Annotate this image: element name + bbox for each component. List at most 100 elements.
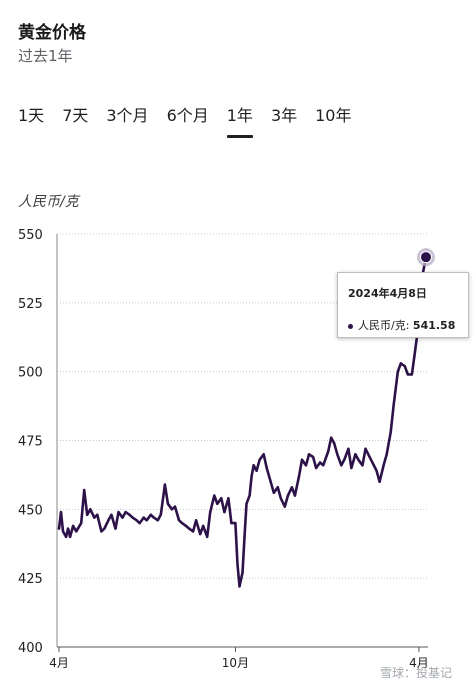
data-point [340,464,343,467]
data-point [357,458,360,461]
y-axis-unit-label: 人民币/克 [18,194,79,210]
data-point [223,510,226,514]
y-tick-label: 450 [18,503,43,518]
data-point [86,513,89,516]
x-tick-label: 4月 [409,656,429,670]
data-point [114,527,117,530]
data-point [269,480,272,483]
data-point [227,497,230,500]
data-point [378,480,381,483]
data-point [293,494,297,497]
data-point [330,436,333,439]
data-point [187,527,191,530]
data-point [389,431,392,434]
data-point [180,521,184,525]
tab-6m[interactable]: 6个月 [166,106,209,125]
highlight-point [419,251,432,264]
data-point [145,519,148,522]
time-range-tabs: 1天 7天 3个月 6个月 1年 3年 10年 [18,102,352,138]
data-point [135,519,138,522]
data-point [138,521,141,525]
tab-1y[interactable]: 1年 [226,102,254,138]
data-point [96,513,99,516]
data-point [156,519,159,522]
data-point [262,453,265,456]
data-point [163,483,167,486]
data-point [410,373,414,376]
data-point [83,488,86,492]
tab-7d[interactable]: 7天 [62,106,89,125]
data-point [255,469,258,472]
data-point [191,530,195,533]
data-point [265,466,268,470]
data-point [413,351,417,354]
tab-10y[interactable]: 10年 [315,106,352,125]
data-point [93,516,96,519]
data-point [103,527,106,530]
tooltip-value: 541.58 [412,319,456,332]
data-point [89,508,92,511]
y-tick-label: 525 [18,297,43,312]
data-point [124,510,127,514]
data-point [170,508,174,511]
data-point [121,516,124,519]
data-point [68,535,72,539]
tab-3m[interactable]: 3个月 [106,106,149,125]
data-point [110,513,113,516]
tooltip-value-row: 人民币/克: 541.58 [348,317,455,333]
data-point [202,524,205,528]
data-point [392,403,395,406]
data-point [66,527,70,530]
data-point [322,464,325,467]
data-point [314,466,318,470]
data-point [333,442,336,445]
data-point [166,502,170,505]
data-point [272,491,275,494]
data-point [403,365,406,368]
data-point [184,524,188,528]
data-point [385,453,388,456]
data-point [290,486,294,489]
data-point [307,453,311,456]
data-point [243,535,246,539]
data-point [159,513,162,516]
tab-1d[interactable]: 1天 [18,106,45,125]
data-point [304,464,308,467]
data-point [149,513,152,516]
data-point [350,466,353,470]
data-point [382,464,385,467]
data-point [64,535,68,539]
data-point [250,475,253,478]
data-point [80,521,83,525]
data-point [311,455,315,459]
data-point [57,527,61,530]
data-point [361,464,364,467]
data-point [209,510,212,514]
data-point [75,530,78,533]
chart-tooltip: 2024年4月8日 人民币/克: 541.58 [337,272,469,338]
watermark: 雪球：投基记 [380,666,453,680]
x-tick-label: 10月 [222,656,249,670]
data-point [283,505,286,508]
data-point [216,502,219,505]
data-point [364,447,367,450]
data-point [128,513,131,516]
data-point [343,458,346,461]
data-point [238,585,241,588]
data-point [213,494,216,497]
data-point [327,450,330,453]
data-point [199,532,202,536]
data-point [194,519,198,522]
data-point [252,464,255,467]
data-point [279,497,282,500]
y-tick-label: 500 [18,366,43,381]
data-point [61,530,65,533]
data-point [286,494,290,497]
data-point [177,519,181,522]
tab-3y[interactable]: 3年 [270,106,298,125]
data-point [399,362,402,365]
page-subtitle: 过去1年 [18,47,73,65]
y-tick-label: 400 [18,641,43,656]
data-point [300,458,304,461]
